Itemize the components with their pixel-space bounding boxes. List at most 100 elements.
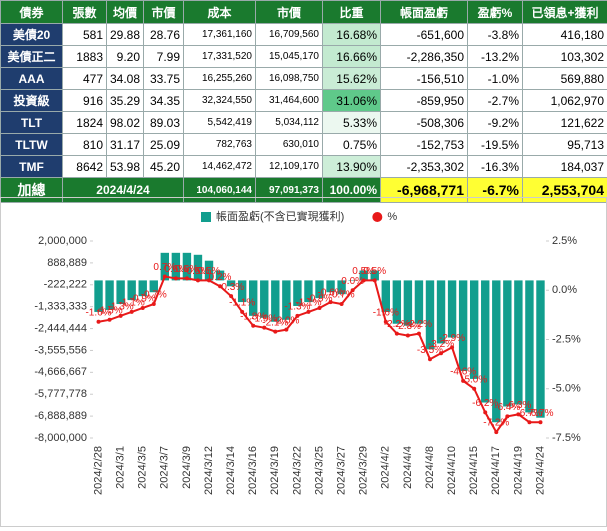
table-cell: 630,010 [256,134,323,156]
x-tick-label: 2024/3/27 [336,446,348,495]
line-marker [130,310,134,314]
table-cell: -859,950 [381,90,468,112]
line-marker [196,278,200,282]
header-cell: 市價 [256,1,323,24]
y2-tick-label: 0.0% [552,284,577,296]
data-label: -5.0% [461,374,487,385]
table-cell: -19.5% [468,134,523,156]
table-cell: 45.20 [144,156,184,178]
table-cell: 31,464,600 [256,90,323,112]
x-tick-label: 2024/3/16 [247,446,259,495]
line-marker [538,420,542,424]
bond-name: TMF [1,156,63,178]
x-tick-label: 2024/4/10 [446,446,458,495]
line-marker [472,387,476,391]
table-cell: 34.35 [144,90,184,112]
table-cell: -9.2% [468,112,523,134]
x-tick-label: 2024/4/15 [468,446,480,495]
chart: 2,000,000888,889-222,222-1,333,333-2,444… [1,198,606,526]
data-label: -2.0% [273,315,299,326]
table-cell: 916 [63,90,107,112]
table-cell: 89.03 [144,112,184,134]
line-marker [273,330,277,334]
table-cell: 0.75% [323,134,381,156]
table-cell: 5.33% [323,112,381,134]
table-cell: 15,045,170 [256,46,323,68]
x-tick-label: 2024/3/19 [269,446,281,495]
x-tick-label: 2024/4/8 [424,446,436,489]
x-tick-label: 2024/3/1 [115,446,127,489]
line-marker [284,328,288,332]
y2-tick-label: -7.5% [552,432,581,444]
table-cell: -152,753 [381,134,468,156]
table-cell: 477 [63,68,107,90]
data-label: -2.9% [439,333,465,344]
table-cell: -156,510 [381,68,468,90]
table-cell: -508,306 [381,112,468,134]
x-tick-label: 2024/3/7 [159,446,171,489]
line-marker [306,310,310,314]
table-cell: -2,353,302 [381,156,468,178]
line-marker [527,420,531,424]
header-cell: 盈虧% [468,1,523,24]
y-tick-label: -2,444,444 [34,322,87,334]
table-cell: 9.20 [107,46,144,68]
table-cell: 16.68% [323,24,381,46]
line-marker [417,332,421,336]
data-label: -2.2% [406,319,432,330]
header-cell: 成本 [184,1,256,24]
y2-tick-label: 2.5% [552,235,577,247]
line-marker [340,302,344,306]
table-cell: 782,763 [184,134,256,156]
line-marker [318,306,322,310]
table-cell: 1,062,970 [523,90,607,112]
table-cell: 16,255,260 [184,68,256,90]
table-cell: 1883 [63,46,107,68]
line-marker [108,318,112,322]
bond-name: 美債正二 [1,46,63,68]
bar [415,280,423,323]
data-label: -1.6% [373,307,399,318]
table-cell: 53.98 [107,156,144,178]
x-tick-label: 2024/4/24 [534,446,546,495]
line-marker [295,314,299,318]
legend-swatch [201,212,211,222]
y-tick-label: -222,222 [44,279,87,291]
table-cell: 12,109,170 [256,156,323,178]
legend-swatch [372,212,382,222]
table-cell: -2,286,350 [381,46,468,68]
y-tick-label: -5,777,778 [34,388,87,400]
x-tick-label: 2024/4/17 [490,446,502,495]
line-marker [119,314,123,318]
x-tick-label: 2024/3/9 [181,446,193,489]
x-tick-label: 2024/3/5 [137,446,149,489]
line-marker [152,302,156,306]
data-label: -6.7% [527,408,553,419]
table-cell: 33.75 [144,68,184,90]
table-cell: 31.06% [323,90,381,112]
data-label: -0.3% [218,282,244,293]
table-cell: 98.02 [107,112,144,134]
table-cell: 1824 [63,112,107,134]
x-tick-label: 2024/2/28 [92,446,104,495]
line-marker [351,288,355,292]
table-cell: 16.66% [323,46,381,68]
header-cell: 已領息+獲利 [523,1,607,24]
line-marker [406,334,410,338]
bar [448,280,456,337]
table-cell: 103,302 [523,46,607,68]
y-tick-label: -4,666,667 [34,366,87,378]
table-cell: -1.0% [468,68,523,90]
data-label: 0.0% [341,276,364,287]
table-cell: 28.76 [144,24,184,46]
x-tick-label: 2024/4/4 [402,446,414,489]
line-marker [141,306,145,310]
line-marker [97,320,101,324]
y-tick-label: -8,000,000 [34,432,87,444]
table-cell: 184,037 [523,156,607,178]
x-tick-label: 2024/4/2 [380,446,392,489]
